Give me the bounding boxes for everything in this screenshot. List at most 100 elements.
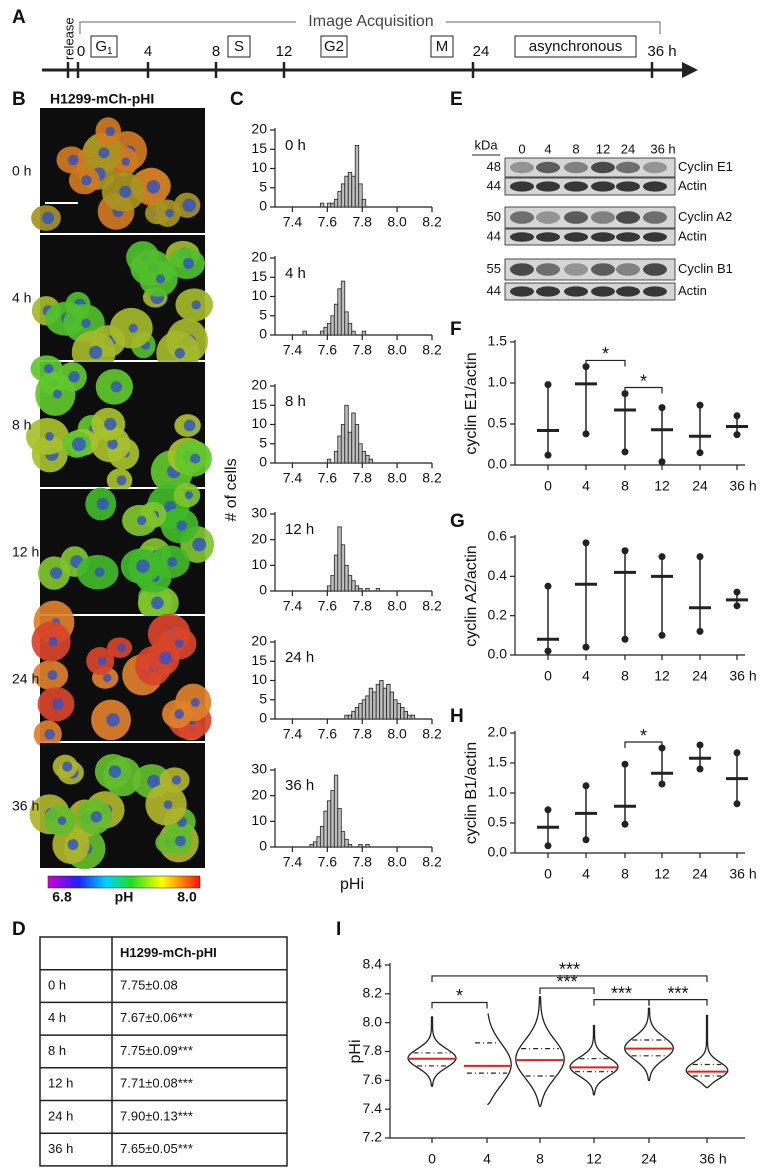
- blot-band: [616, 211, 640, 224]
- histogram-bar: [351, 330, 356, 336]
- x-tick-label: 7.6: [318, 598, 338, 614]
- y-tick-label: 10: [251, 812, 267, 828]
- x-tick-label: 8.2: [422, 598, 442, 614]
- phase-box: [320, 35, 348, 58]
- x-tick-label: 7.6: [318, 214, 338, 230]
- blot-band: [591, 286, 615, 297]
- histogram-bar: [344, 838, 349, 848]
- nucleus: [171, 775, 182, 785]
- nucleus: [62, 761, 73, 772]
- histogram-bar: [382, 687, 388, 720]
- x-tick-label: 7.8: [352, 726, 372, 742]
- acquisition-title: Image Acquisition: [308, 13, 433, 30]
- histogram-bar: [337, 526, 342, 592]
- violin: [487, 1013, 512, 1106]
- nucleus: [47, 670, 58, 681]
- significance-label: ***: [559, 960, 580, 980]
- histogram-bar: [361, 699, 367, 720]
- data-point: [696, 553, 704, 561]
- blot-band: [616, 161, 640, 174]
- histogram-bar: [361, 451, 367, 464]
- histogram-bar: [347, 171, 353, 208]
- y-tick-label: 10: [251, 159, 267, 175]
- histogram-bar: [400, 707, 405, 720]
- data-point: [658, 404, 666, 412]
- nucleus: [165, 208, 174, 218]
- nucleus: [190, 697, 200, 707]
- histogram-bar: [365, 454, 370, 464]
- histogram-bar: [389, 691, 395, 720]
- significance-label: *: [640, 726, 647, 746]
- nucleus: [191, 300, 201, 310]
- nucleus: [183, 258, 194, 270]
- x-tick-label: 7.8: [352, 854, 372, 870]
- phase-label: S: [234, 38, 244, 55]
- y-tick-label: 20: [251, 530, 267, 546]
- histogram-bar: [340, 831, 346, 848]
- y-tick-label: 10: [251, 556, 267, 572]
- y-axis-label: pHi: [347, 1039, 364, 1063]
- nucleus: [174, 347, 186, 359]
- y-tick-label: 5: [259, 690, 267, 706]
- y-tick-label: 0.0: [488, 456, 508, 472]
- y-tick-label: 7.2: [363, 1129, 383, 1145]
- data-point: [658, 458, 666, 466]
- nucleus: [96, 497, 109, 511]
- timeline-label: 12: [276, 43, 293, 60]
- histogram-bar: [410, 714, 415, 720]
- data-point: [696, 741, 704, 749]
- time-label: 24 h: [12, 671, 39, 687]
- nucleus: [105, 126, 115, 137]
- blot-band: [564, 286, 588, 297]
- violin: [569, 1024, 619, 1096]
- histogram-bar: [323, 810, 328, 848]
- y-tick-label: 15: [251, 396, 267, 412]
- lane-label: 0: [518, 141, 525, 156]
- histogram-bar: [330, 315, 335, 336]
- nucleus: [184, 491, 193, 500]
- y-tick-label: 0.5: [488, 415, 508, 431]
- histogram-bar: [333, 554, 339, 592]
- x-tick-label: 4: [582, 668, 590, 684]
- colorbar-max: 8.0: [177, 889, 197, 905]
- nucleus: [44, 728, 56, 740]
- data-point: [658, 553, 666, 561]
- histogram-bar: [358, 183, 363, 208]
- data-point: [621, 390, 629, 398]
- table-header: H1299-mCh-pHI: [120, 945, 217, 960]
- blot-protein: Actin: [678, 178, 707, 193]
- x-tick-label: 8.0: [387, 470, 407, 486]
- nucleus: [97, 656, 107, 666]
- panel-letter: C: [230, 89, 244, 110]
- y-tick-label: 0.4: [488, 567, 508, 583]
- histogram-label: 4 h: [285, 265, 306, 282]
- blot-protein: Actin: [678, 228, 707, 243]
- x-tick-label: 8.0: [387, 598, 407, 614]
- timeline-label: 4: [144, 43, 152, 60]
- blot-band: [564, 181, 588, 192]
- nucleus: [50, 567, 63, 580]
- phase-subscript: 1: [107, 46, 113, 57]
- histogram-bar: [319, 826, 325, 848]
- blot-band: [564, 232, 588, 242]
- histogram-bar: [316, 836, 321, 848]
- violin: [685, 1014, 729, 1089]
- x-tick-label: 4: [483, 1151, 491, 1167]
- nucleus: [182, 198, 196, 213]
- phase-label: M: [436, 38, 449, 55]
- panel-letter: H: [450, 706, 464, 727]
- y-tick-label: 0: [259, 710, 267, 726]
- blot-protein: Cyclin A2: [678, 209, 732, 224]
- colorbar-label: pH: [115, 889, 134, 905]
- histogram-bar: [323, 326, 328, 336]
- x-tick-label: 8: [536, 1151, 544, 1167]
- x-tick-label: 24: [692, 866, 708, 882]
- blot-band: [510, 181, 534, 192]
- data-point: [582, 643, 590, 651]
- lane-label: 8: [572, 141, 579, 156]
- histogram-bar: [354, 424, 360, 464]
- blot-band: [591, 263, 615, 276]
- nucleus: [52, 698, 64, 710]
- histogram-bar: [379, 680, 384, 720]
